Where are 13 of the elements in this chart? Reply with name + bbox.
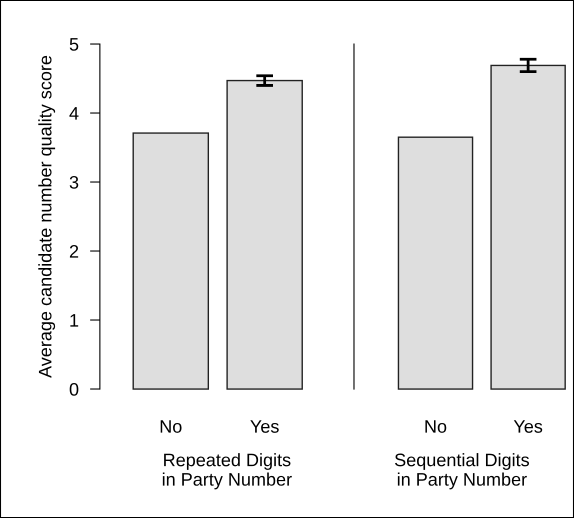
y-tick-label: 5 bbox=[70, 38, 78, 51]
x-axis-title: Repeated Digits in Party Number bbox=[162, 453, 292, 490]
y-tick-label: 1 bbox=[70, 314, 78, 327]
y-tick-label: 4 bbox=[69, 107, 79, 120]
x-axis-title: Sequential Digits in Party Number bbox=[394, 453, 529, 490]
y-tick-label: 2 bbox=[70, 244, 78, 258]
y-axis-title: Average candidate number quality score bbox=[38, 56, 56, 378]
y-tick-label: 0 bbox=[70, 382, 78, 396]
x-tick-label: No bbox=[425, 420, 446, 433]
x-tick-label: Yes bbox=[250, 420, 279, 433]
x-tick-label: Yes bbox=[514, 420, 542, 433]
y-tick-label: 3 bbox=[70, 176, 78, 189]
x-tick-label: No bbox=[160, 420, 182, 433]
